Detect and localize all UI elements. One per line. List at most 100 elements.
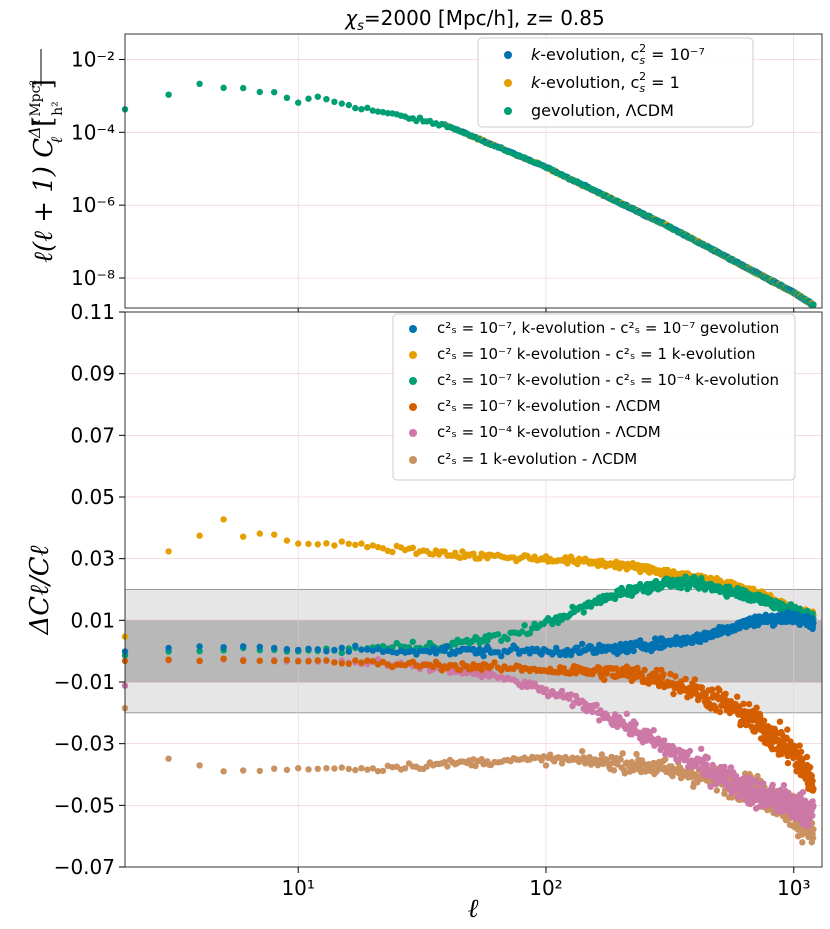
bottom-data-point (704, 754, 711, 761)
bottom-data-point (374, 768, 382, 775)
bottom-data-point (295, 646, 302, 654)
bottom-data-point (797, 748, 805, 755)
bottom-data-point (675, 757, 682, 764)
bottom-data-point (776, 718, 784, 725)
bottom-data-point (441, 647, 448, 655)
bottom-data-point (220, 768, 227, 775)
bottom-panel: −0.07 −0.05 −0.03 −0.01 0.01 0.03 0.05 0.07 0.09… (25, 300, 823, 924)
bottom-data-point (345, 765, 352, 773)
bottom-data-point (352, 642, 359, 649)
legend-marker-red (409, 403, 417, 411)
bottom-data-point (521, 678, 528, 685)
legend-label-green: c²ₛ = 10⁻⁷ k-evolution - c²ₛ = 10⁻⁴ k-ev… (437, 371, 779, 389)
bottom-data-point (637, 637, 644, 644)
bottom-data-point (338, 660, 345, 667)
top-data-point (338, 100, 345, 107)
bottom-data-point (459, 548, 466, 555)
bottom-data-point (784, 726, 791, 733)
bottom-data-point (722, 690, 729, 697)
bottom-data-point (456, 666, 464, 674)
bottom-x-ticks: 10¹ 10² 10³ (281, 867, 811, 900)
bottom-data-point (596, 717, 603, 724)
bottom-data-point (760, 717, 768, 724)
bottom-legend: c²ₛ = 10⁻⁷, k-evolution - c²ₛ = 10⁻⁷ gev… (392, 313, 796, 481)
bottom-data-point (338, 649, 345, 657)
legend-label-kevo-1: k-evolution, cs2 = 1 (531, 70, 680, 95)
bottom-data-point (358, 765, 365, 772)
bottom-data-point (802, 798, 809, 806)
top-data-point (379, 109, 387, 116)
bottom-data-point (338, 644, 345, 651)
legend-marker-green (409, 377, 417, 385)
bottom-data-point (716, 708, 724, 716)
bottom-data-point (295, 540, 302, 547)
bottom-data-point (369, 765, 376, 772)
bottom-data-point (799, 789, 807, 796)
bottom-data-point (256, 530, 263, 537)
bottom-data-point (331, 659, 338, 666)
top-data-point (384, 110, 391, 117)
bottom-data-point (580, 609, 587, 616)
bottom-data-point (374, 661, 382, 668)
top-data-point (323, 96, 330, 103)
bottom-data-point (707, 783, 714, 790)
bottom-data-point (670, 690, 677, 698)
bottom-data-point (504, 635, 511, 643)
top-data-point (331, 98, 338, 106)
y-tick-label: 0.07 (70, 423, 115, 447)
bottom-data-point (727, 764, 735, 771)
bottom-data-point (653, 666, 660, 674)
bottom-data-point (240, 643, 247, 650)
bottom-data-point (358, 540, 365, 547)
bottom-data-point (645, 761, 652, 768)
x-tick-label: 10³ (777, 876, 810, 900)
legend-marker-gevolution (504, 107, 512, 115)
y-tick-label: 0.11 (70, 300, 115, 324)
bottom-data-point (777, 786, 784, 794)
bottom-data-point (809, 777, 816, 785)
bottom-data-point (435, 661, 443, 669)
bottom-data-point (478, 666, 485, 674)
bottom-data-point (364, 543, 371, 551)
bottom-data-point (389, 644, 396, 651)
bottom-data-point (574, 644, 581, 651)
bottom-data-point (723, 593, 731, 600)
bottom-data-point (613, 665, 620, 672)
x-tick-label: 10¹ (281, 876, 314, 900)
bottom-data-point (305, 658, 312, 665)
bottom-data-point (409, 544, 416, 551)
bottom-data-point (691, 676, 699, 683)
y-tick-label: −0.03 (54, 732, 115, 756)
bottom-data-point (240, 767, 247, 774)
bottom-data-point (196, 762, 203, 769)
bottom-data-point (314, 765, 321, 772)
bottom-data-point (196, 657, 203, 664)
bottom-data-point (323, 648, 330, 655)
bottom-data-point (672, 673, 679, 680)
bottom-data-point (698, 745, 705, 752)
bottom-data-point (314, 657, 321, 664)
bottom-data-point (732, 772, 740, 780)
bottom-data-point (726, 780, 733, 787)
legend-label-gevolution: gevolution, ΛCDM (531, 101, 674, 120)
bottom-data-point (619, 750, 626, 757)
bottom-data-point (784, 759, 792, 767)
bottom-data-point (603, 670, 610, 677)
bottom-data-point (641, 666, 648, 674)
y-tick-label: −0.01 (54, 670, 115, 694)
chart-title: χs=2000 [Mpc/h], z= 0.85 (344, 6, 604, 34)
bottom-data-point (542, 686, 550, 693)
bottom-data-point (295, 765, 302, 772)
top-y-tick-label: 10⁻⁸ (71, 266, 115, 290)
bottom-data-point (165, 656, 172, 663)
bottom-data-point (220, 644, 227, 651)
bottom-data-point (805, 821, 813, 828)
bottom-data-point (256, 643, 263, 650)
bottom-data-point (369, 542, 376, 549)
legend-label-kevo-1e-7: k-evolution, cs2 = 10⁻⁷ (531, 42, 705, 67)
bottom-data-point (165, 644, 172, 652)
top-panel: 10⁻⁸ 10⁻⁶ 10⁻⁴ 10⁻² k-evolution, cs2 = 10⁻⁷… (25, 33, 823, 314)
legend-label-tan: c²ₛ = 1 k-evolution - ΛCDM (437, 450, 637, 468)
top-y-tick-label: 10⁻⁴ (71, 120, 115, 144)
top-data-point (283, 94, 291, 102)
